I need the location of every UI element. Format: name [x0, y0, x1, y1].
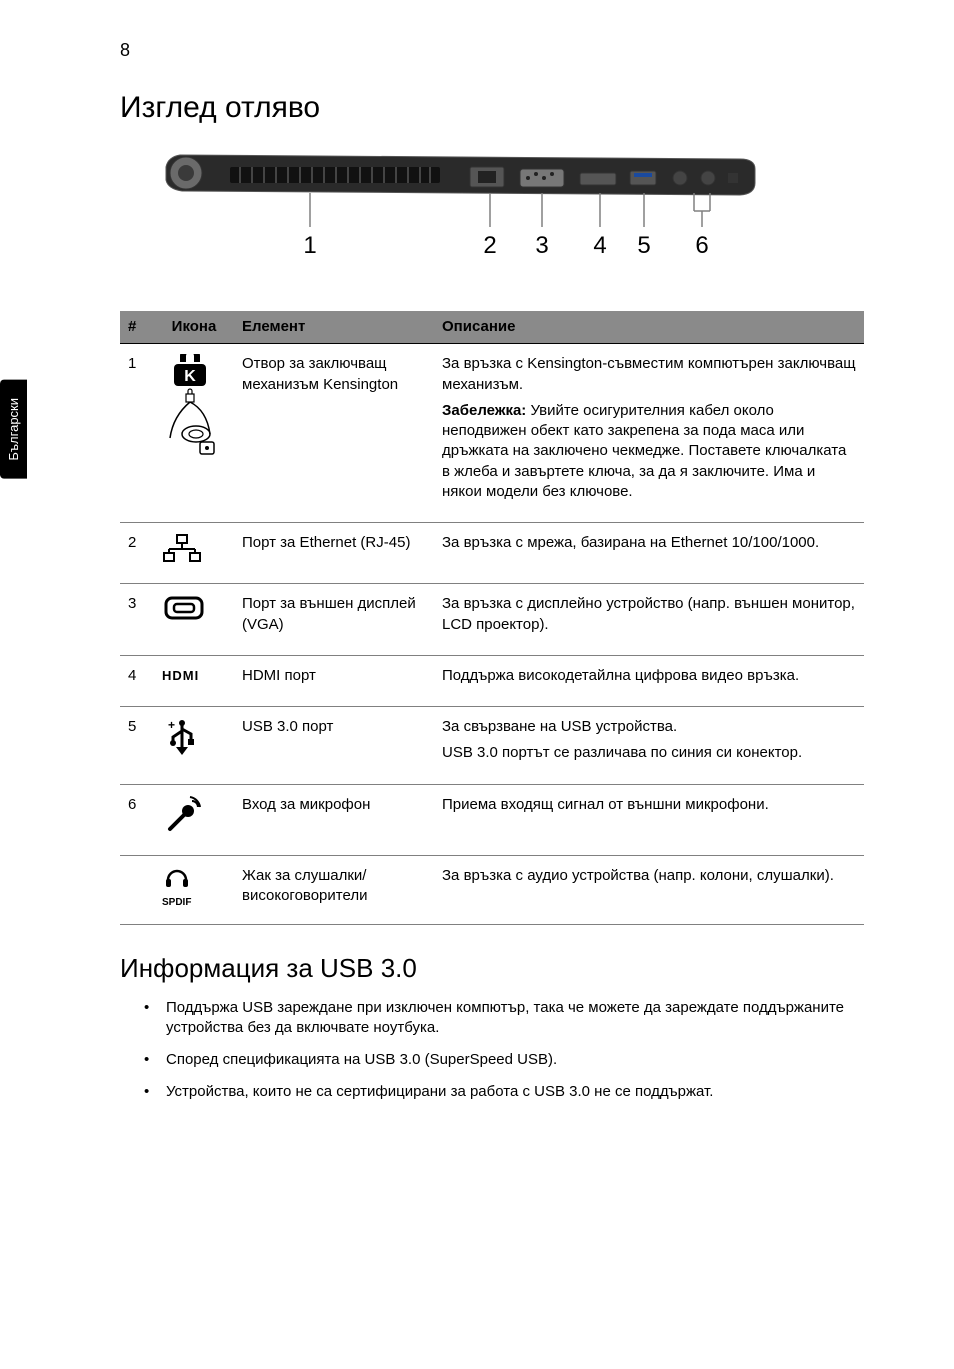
vga-icon — [154, 584, 234, 656]
ports-table: # Икона Елемент Описание 1 K — [120, 311, 864, 925]
table-row: 1 K — [120, 344, 864, 523]
section-title: Изглед отляво — [120, 91, 864, 125]
row-desc: За връзка с Kensington-съвместим компютъ… — [434, 344, 864, 523]
callout-6: 6 — [695, 232, 708, 259]
row-num: 5 — [120, 707, 154, 785]
page-content: 8 Изглед отляво — [0, 0, 954, 1175]
callout-3: 3 — [535, 232, 548, 259]
th-icon: Икона — [154, 311, 234, 344]
row-desc: Поддържа високодетайлна цифрова видео вр… — [434, 655, 864, 706]
th-desc: Описание — [434, 311, 864, 344]
table-row: 3 Порт за външен дисплей (VGA) За връзка… — [120, 584, 864, 656]
row-desc: За връзка с мрежа, базирана на Ethernet … — [434, 523, 864, 584]
ethernet-icon — [154, 523, 234, 584]
row-num: 3 — [120, 584, 154, 656]
table-row: 4 HDMI HDMI порт Поддържа високодетайлна… — [120, 655, 864, 706]
row-elem: Порт за външен дисплей (VGA) — [234, 584, 434, 656]
row-num: 6 — [120, 784, 154, 855]
th-num: # — [120, 311, 154, 344]
row-num: 2 — [120, 523, 154, 584]
row-desc: Приема входящ сигнал от външни микрофони… — [434, 784, 864, 855]
row-desc: За връзка с дисплейно устройство (напр. … — [434, 584, 864, 656]
row-desc: За връзка с аудио устройства (напр. коло… — [434, 855, 864, 924]
desc-text: За връзка с мрежа, базирана на Ethernet … — [442, 533, 856, 553]
row-elem: Отвор за заключващ механизъм Kensington — [234, 344, 434, 523]
list-item: Устройства, които не са сертифицирани за… — [144, 1082, 864, 1102]
kensington-lock-icon: K — [154, 344, 234, 523]
desc-text: Приема входящ сигнал от външни микрофони… — [442, 795, 856, 815]
table-row: 2 Порт за Ethernet (RJ-45) За връзка с м… — [120, 523, 864, 584]
callout-2: 2 — [483, 232, 496, 259]
svg-text:+: + — [168, 718, 175, 732]
svg-text:K: K — [184, 368, 196, 385]
table-row: 5 + USB 3.0 порт За свързване — [120, 707, 864, 785]
spdif-label: SPDIF — [162, 896, 226, 910]
row-num — [120, 855, 154, 924]
desc-text: За връзка с Kensington-съвместим компютъ… — [442, 354, 856, 395]
callout-5: 5 — [637, 232, 650, 259]
desc-note: Забележка: Увийте осигурителния кабел ок… — [442, 401, 856, 502]
language-tab: Български — [0, 380, 27, 479]
usb-info-list: Поддържа USB зареждане при изключен комп… — [120, 998, 864, 1103]
row-elem: Жак за слушалки/ високоговорители — [234, 855, 434, 924]
note-label: Забележка: — [442, 402, 526, 419]
subsection-title: Информация за USB 3.0 — [120, 953, 864, 984]
desc-text: За свързване на USB устройства. — [442, 717, 856, 737]
list-item: Поддържа USB зареждане при изключен комп… — [144, 998, 864, 1039]
row-elem: USB 3.0 порт — [234, 707, 434, 785]
left-view-diagram: 1 2 3 4 5 6 — [160, 145, 864, 285]
usb3-icon: + — [154, 707, 234, 785]
page-number: 8 — [120, 40, 864, 61]
row-elem: Вход за микрофон — [234, 784, 434, 855]
mic-icon — [154, 784, 234, 855]
th-elem: Елемент — [234, 311, 434, 344]
table-row: SPDIF Жак за слушалки/ високоговорители … — [120, 855, 864, 924]
table-row: 6 Вход за микрофон Приема входящ сигнал … — [120, 784, 864, 855]
row-elem: HDMI порт — [234, 655, 434, 706]
row-desc: За свързване на USB устройства. USB 3.0 … — [434, 707, 864, 785]
callout-1: 1 — [303, 232, 316, 259]
list-item: Според спецификацията на USB 3.0 (SuperS… — [144, 1050, 864, 1070]
desc-text: За връзка с аудио устройства (напр. коло… — [442, 866, 856, 886]
row-num: 4 — [120, 655, 154, 706]
hdmi-icon: HDMI — [154, 655, 234, 706]
headphone-spdif-icon: SPDIF — [154, 855, 234, 924]
callout-4: 4 — [593, 232, 606, 259]
row-num: 1 — [120, 344, 154, 523]
desc-text: USB 3.0 портът се различава по синия си … — [442, 743, 856, 763]
hdmi-label: HDMI — [162, 668, 199, 683]
desc-text: За връзка с дисплейно устройство (напр. … — [442, 594, 856, 635]
desc-text: Поддържа високодетайлна цифрова видео вр… — [442, 666, 856, 686]
row-elem: Порт за Ethernet (RJ-45) — [234, 523, 434, 584]
